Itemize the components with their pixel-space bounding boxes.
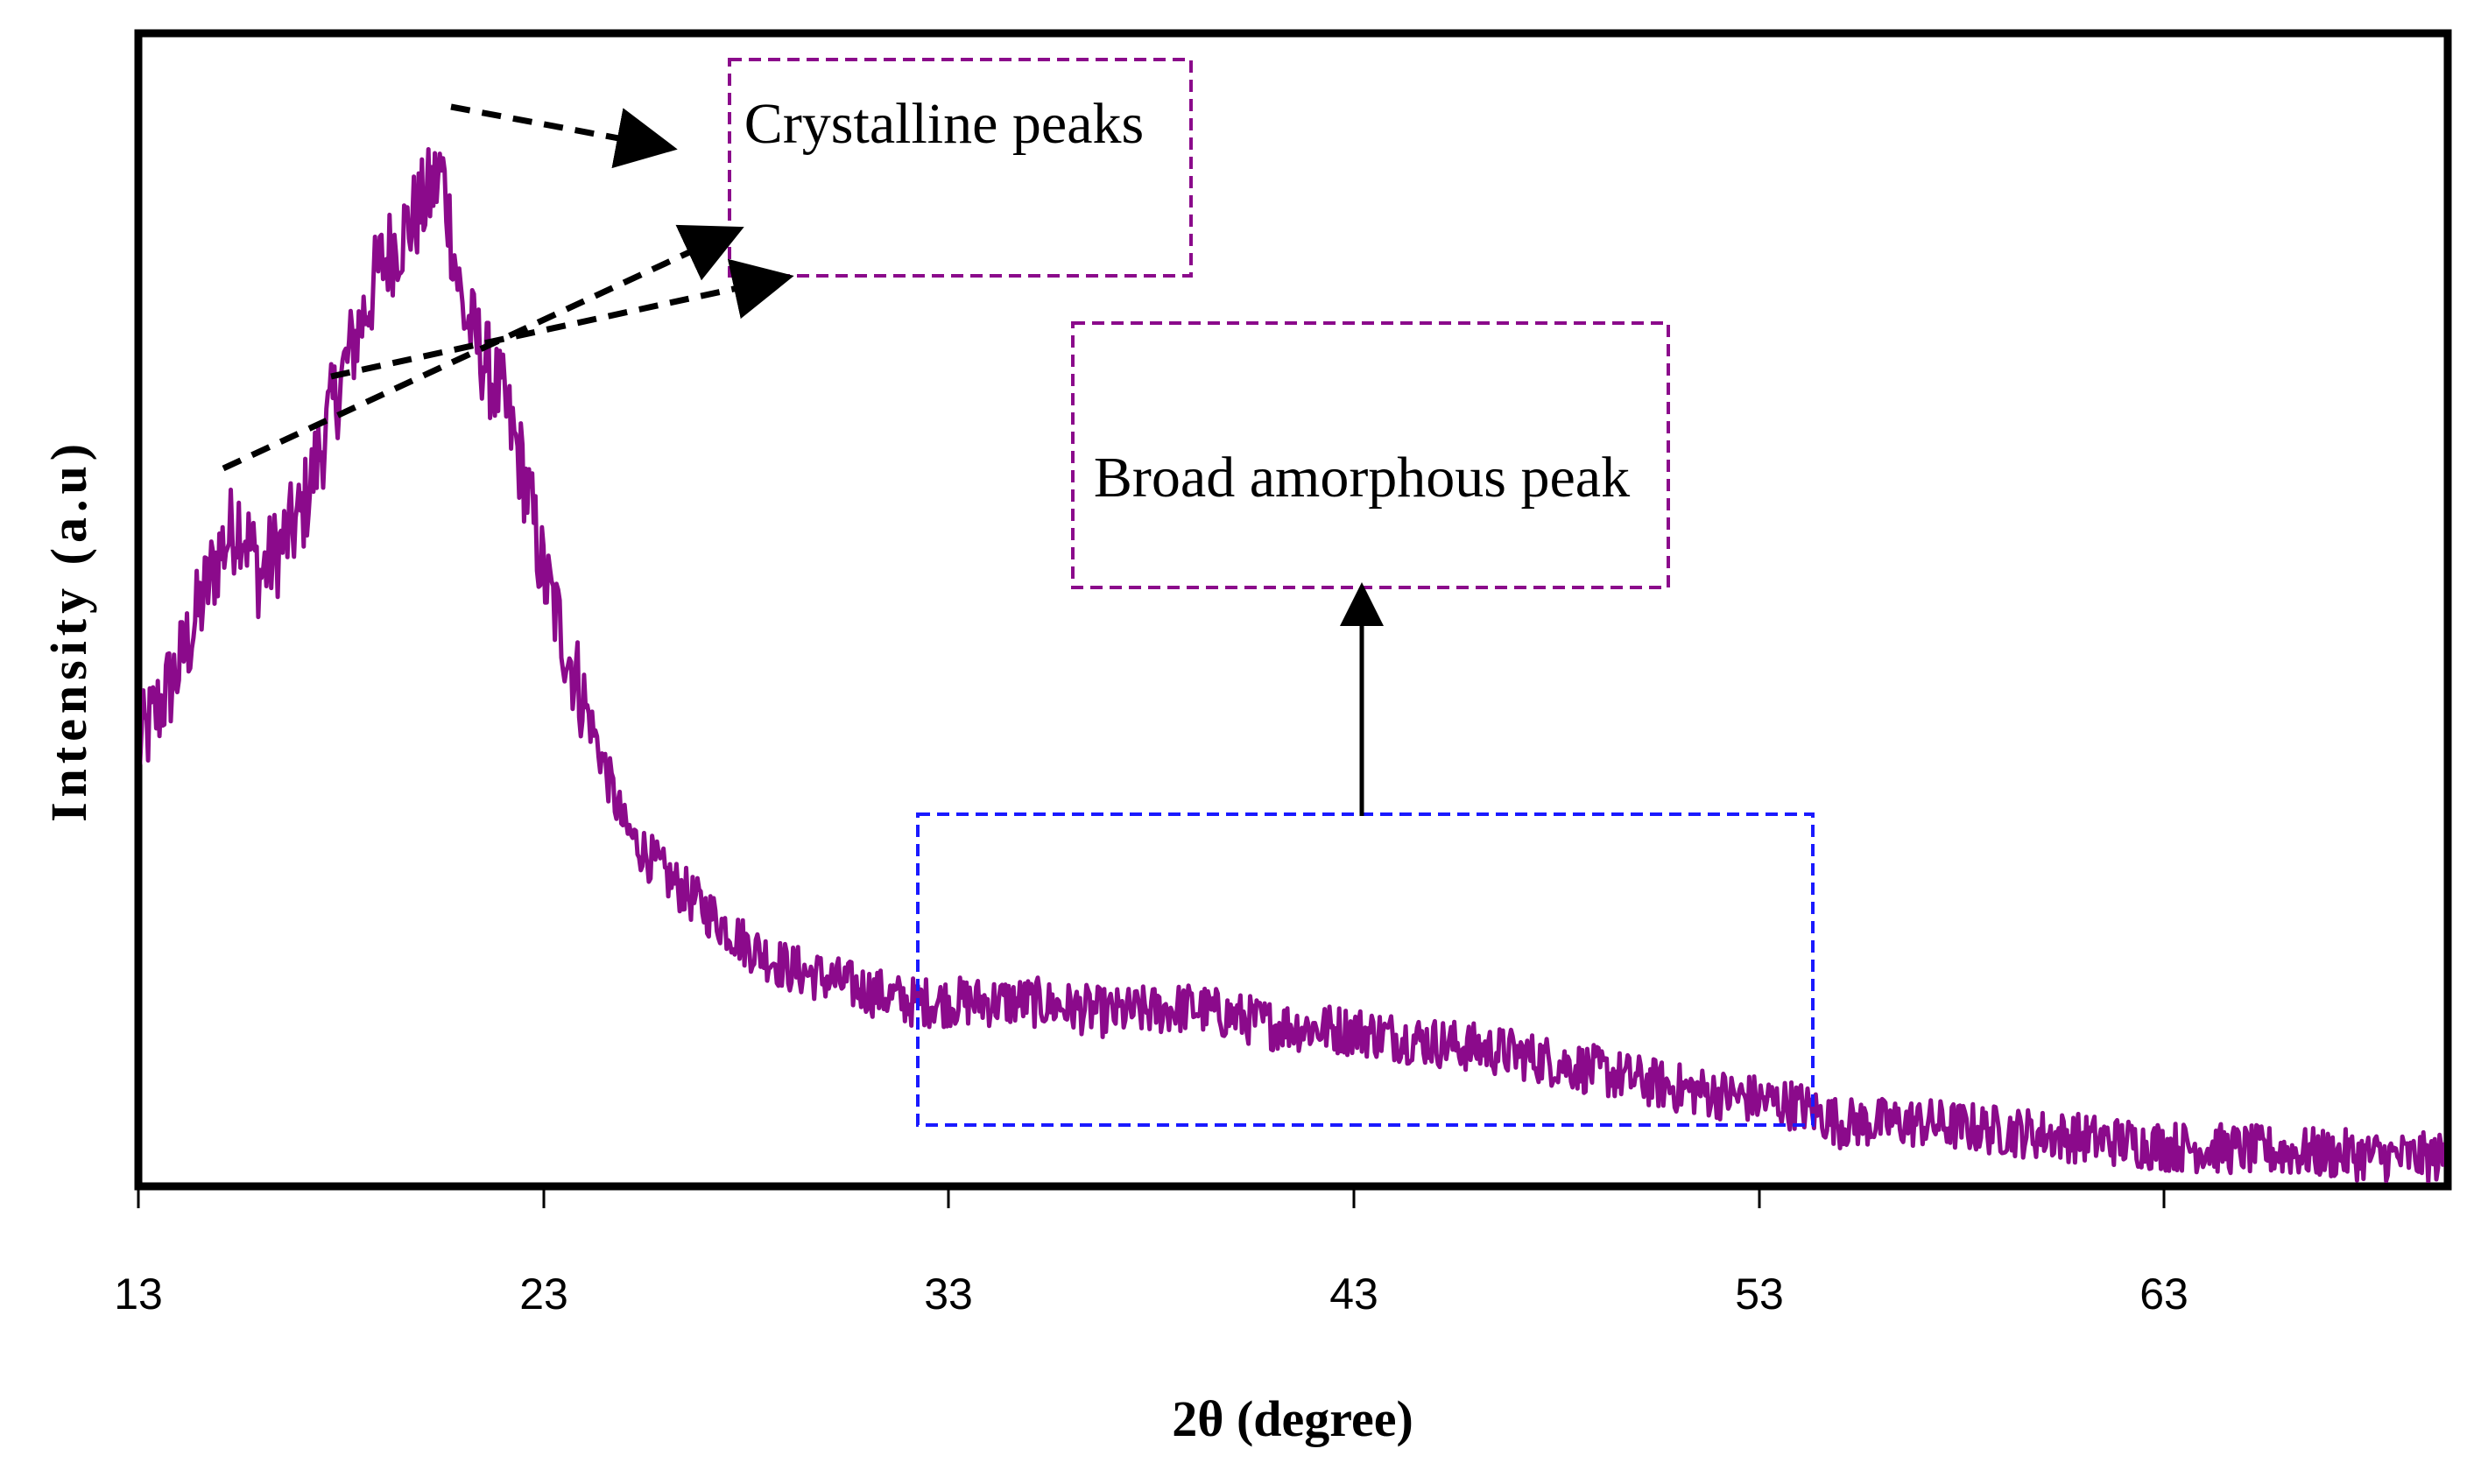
y-axis-title: Intensity (a.u) xyxy=(40,439,97,822)
x-tick-label: 33 xyxy=(924,1269,973,1319)
x-tick-labels: 13 23 33 43 53 63 xyxy=(114,1269,2188,1319)
x-tick-label: 13 xyxy=(114,1269,163,1319)
crystalline-label: Crystalline peaks xyxy=(744,92,1144,156)
amorphous-label: Broad amorphous peak xyxy=(1094,446,1630,510)
x-tick-label: 23 xyxy=(519,1269,568,1319)
x-tick-label: 43 xyxy=(1329,1269,1378,1319)
crystalline-arrow-peak xyxy=(450,103,678,169)
crystalline-label-box xyxy=(728,58,1193,278)
amorphous-region-box xyxy=(916,812,1815,1127)
x-axis-ticks xyxy=(137,1186,2166,1208)
plot-frame xyxy=(134,29,2452,1191)
crystalline-arrow-left-2 xyxy=(330,258,794,380)
x-axis-title: 2θ (degree) xyxy=(1172,1390,1413,1447)
x-tick-label: 53 xyxy=(1735,1269,1784,1319)
xrd-data-line xyxy=(142,147,2444,1183)
x-tick-label: 63 xyxy=(2139,1269,2188,1319)
